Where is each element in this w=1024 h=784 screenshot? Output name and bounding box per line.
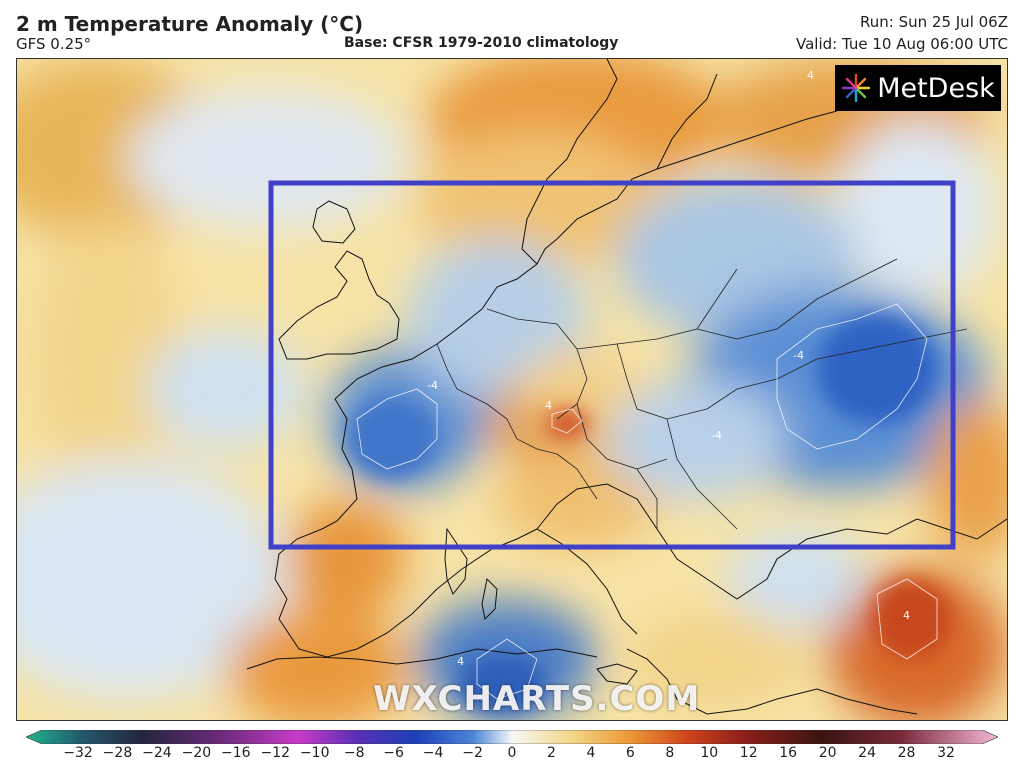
valid-time-label: Valid: Tue 10 Aug 06:00 UTC [796, 35, 1008, 53]
model-label: GFS 0.25° [16, 35, 92, 53]
anomaly-map[interactable]: -4 -4 -4 4 4 4 4 MetDesk WXCHARTS.COM [16, 58, 1008, 721]
wxcharts-watermark: WXCHARTS.COM [373, 679, 701, 719]
colorbar-tick-label: −16 [221, 745, 251, 761]
colorbar-tick-label: −10 [299, 745, 330, 761]
colorbar-tick-label: −32 [63, 745, 93, 761]
colorbar-tick-label: 12 [739, 745, 758, 761]
colorbar-tick-label: 8 [665, 745, 675, 761]
colorbar-tick-label: −28 [102, 745, 133, 761]
borders [436, 258, 968, 530]
metdesk-burst-icon [841, 73, 871, 103]
colorbar-tick-label: 10 [700, 745, 719, 761]
colorbar-tick-label: 4 [586, 745, 596, 761]
colorbar-tick-label: 2 [546, 745, 556, 761]
contour-label: 4 [545, 399, 552, 412]
colorbar-tick-label: −2 [462, 745, 483, 761]
contour-label: 4 [457, 655, 464, 668]
colorbar-tick-label: 32 [937, 745, 955, 761]
climatology-base-label: Base: CFSR 1979-2010 climatology [344, 35, 619, 51]
colorbar-tick-label: −4 [422, 745, 444, 761]
contour-label: 4 [903, 609, 910, 622]
contour-label: -4 [711, 429, 722, 442]
colorbar-tick-label: −6 [383, 745, 404, 761]
colorbar-tick-label: 20 [818, 745, 837, 761]
map-canvas: -4 -4 -4 4 4 4 4 [17, 59, 1007, 720]
colorbar-tick-label: 16 [779, 745, 798, 761]
contours [356, 303, 938, 700]
contour-label: 4 [807, 69, 814, 82]
colorbar-gradient [25, 729, 999, 745]
colorbar-tick-label: 28 [897, 745, 916, 761]
contour-label: -4 [427, 379, 438, 392]
colorbar-tick-label: 0 [507, 745, 517, 761]
colorbar-tick-label: 6 [625, 745, 635, 761]
anomaly-field [17, 59, 1007, 720]
colorbar-ticks: −32 −28 −24 −20 −16 −12 −10 −8 −6 −4 −2 0 2 4 6 8 10 12 16… [0, 745, 1024, 767]
colorbar-tick-label: −12 [260, 745, 291, 761]
colorbar-tick-label: −24 [142, 745, 172, 761]
colorbar-tick-label: −20 [181, 745, 212, 761]
colorbar-tick-label: −8 [343, 745, 365, 761]
metdesk-logo: MetDesk [835, 65, 1001, 111]
contour-label: -4 [793, 349, 804, 362]
contour-labels: -4 -4 -4 4 4 4 4 [427, 69, 910, 668]
chart-title: 2 m Temperature Anomaly (°C) [16, 12, 364, 36]
run-time-label: Run: Sun 25 Jul 06Z [860, 13, 1008, 31]
colorbar [25, 729, 999, 745]
colorbar-tick-label: 24 [858, 745, 876, 761]
highlight-region-box [268, 180, 956, 550]
metdesk-logo-text: MetDesk [877, 72, 995, 104]
